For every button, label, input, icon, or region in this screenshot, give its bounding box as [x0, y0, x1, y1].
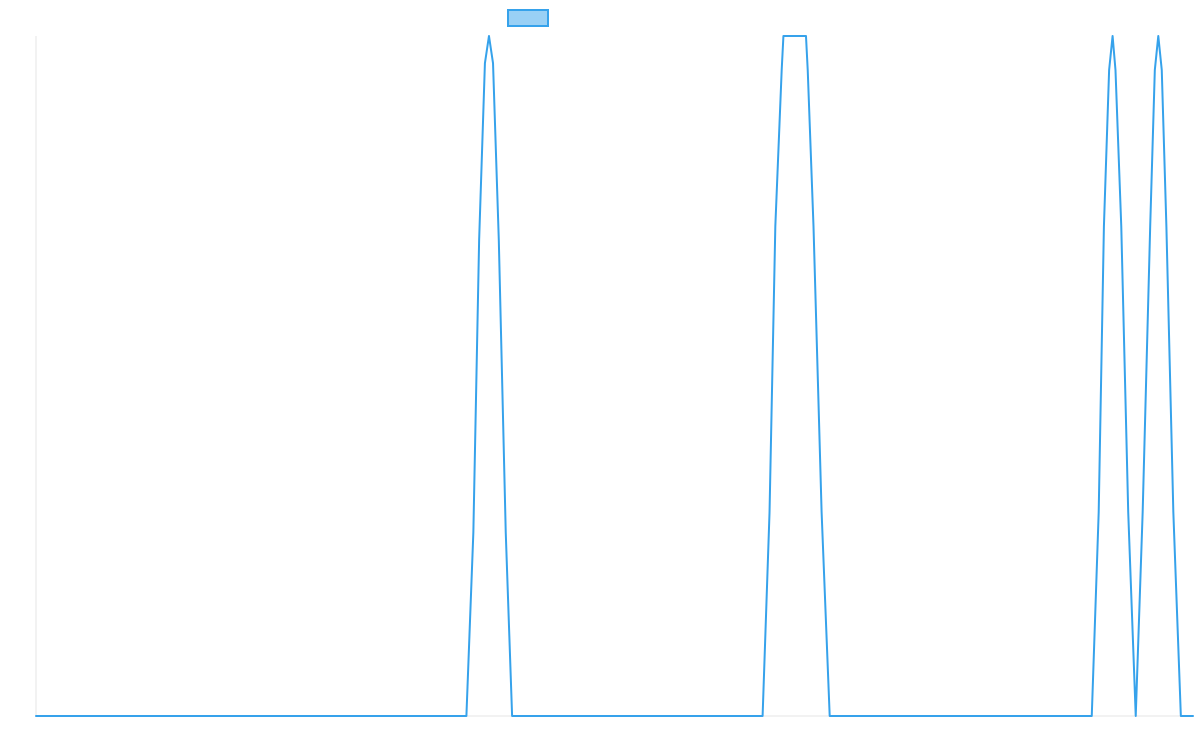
legend[interactable]: [507, 9, 549, 27]
series-line-0: [35, 35, 1194, 717]
series-layer: [35, 35, 1194, 717]
legend-swatch[interactable]: [507, 9, 549, 27]
